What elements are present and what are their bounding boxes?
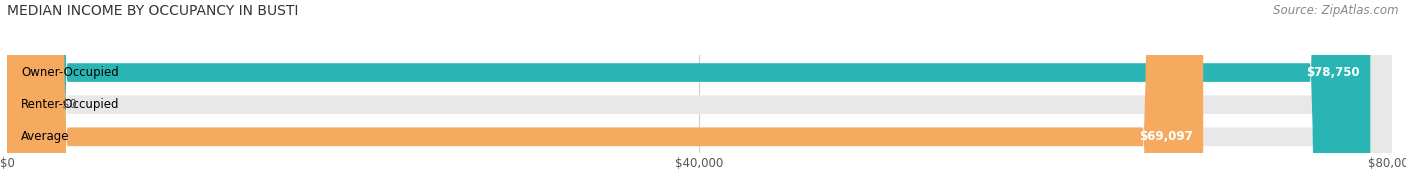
- Text: $78,750: $78,750: [1306, 66, 1360, 79]
- Text: Renter-Occupied: Renter-Occupied: [21, 98, 120, 111]
- Text: Average: Average: [21, 130, 69, 143]
- FancyBboxPatch shape: [7, 0, 1371, 196]
- Text: Owner-Occupied: Owner-Occupied: [21, 66, 118, 79]
- FancyBboxPatch shape: [7, 0, 1392, 196]
- Text: $0: $0: [62, 98, 77, 111]
- Text: Source: ZipAtlas.com: Source: ZipAtlas.com: [1274, 4, 1399, 17]
- Text: MEDIAN INCOME BY OCCUPANCY IN BUSTI: MEDIAN INCOME BY OCCUPANCY IN BUSTI: [7, 4, 298, 18]
- Text: $69,097: $69,097: [1139, 130, 1192, 143]
- FancyBboxPatch shape: [7, 0, 1204, 196]
- FancyBboxPatch shape: [7, 0, 1392, 196]
- FancyBboxPatch shape: [7, 0, 1392, 196]
